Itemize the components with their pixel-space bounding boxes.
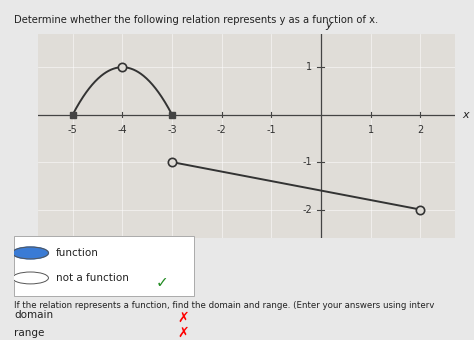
Circle shape xyxy=(12,247,48,259)
FancyBboxPatch shape xyxy=(14,236,194,296)
Text: -1: -1 xyxy=(266,125,276,135)
Text: -2: -2 xyxy=(217,125,227,135)
Text: 1: 1 xyxy=(367,125,374,135)
Text: y: y xyxy=(325,20,332,30)
Text: 1: 1 xyxy=(306,62,312,72)
Text: -4: -4 xyxy=(118,125,127,135)
Text: function: function xyxy=(55,248,99,258)
Text: ✓: ✓ xyxy=(155,275,168,290)
Text: ✗: ✗ xyxy=(178,326,190,340)
Text: If the relation represents a function, find the domain and range. (Enter your an: If the relation represents a function, f… xyxy=(14,301,435,310)
Text: x: x xyxy=(463,110,469,120)
Text: domain: domain xyxy=(14,309,54,320)
Text: Determine whether the following relation represents y as a function of x.: Determine whether the following relation… xyxy=(14,15,378,25)
Text: -2: -2 xyxy=(302,205,312,215)
Text: range: range xyxy=(14,327,45,338)
Circle shape xyxy=(12,272,48,284)
Text: -5: -5 xyxy=(68,125,78,135)
Text: 2: 2 xyxy=(417,125,423,135)
Text: -3: -3 xyxy=(167,125,177,135)
Text: -1: -1 xyxy=(302,157,312,167)
Text: not a function: not a function xyxy=(55,273,128,283)
Text: ✗: ✗ xyxy=(178,311,190,325)
